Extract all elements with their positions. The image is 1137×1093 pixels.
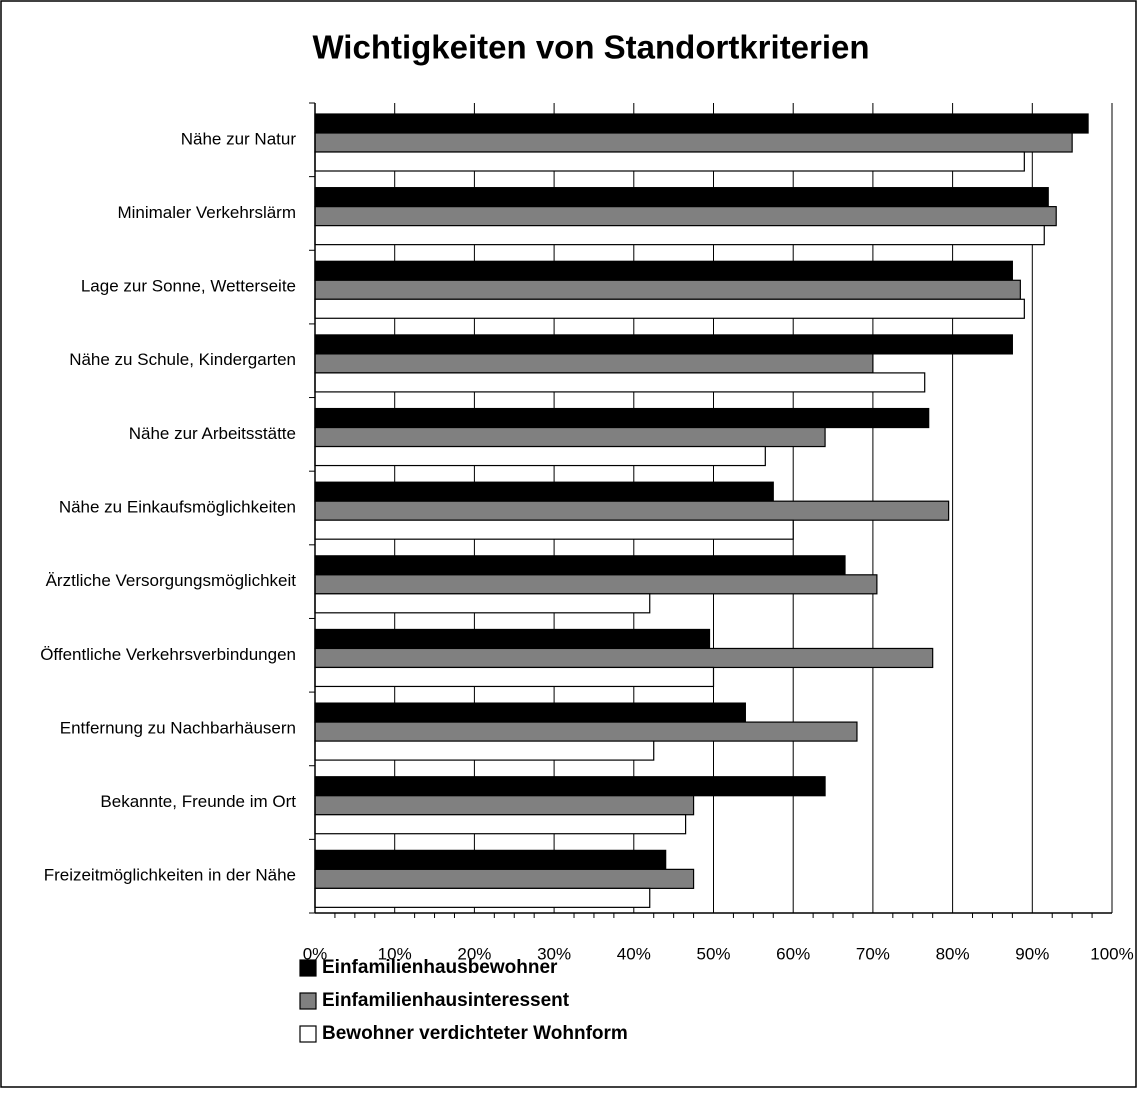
bar [314,666,715,688]
bar [314,574,878,595]
y-tick-label: Nähe zur Natur [181,129,297,148]
x-tick-label: 100% [1090,944,1133,963]
bar [314,334,1013,355]
bar [314,868,695,889]
bar [314,814,687,835]
bar [314,721,858,742]
x-tick-label: 30% [537,944,571,963]
bar [314,740,655,761]
y-tick-label: Entfernung zu Nachbarhäusern [60,718,296,737]
chart-title: Wichtigkeiten von Standortkriterien [312,29,869,66]
y-tick-label: Bekannte, Freunde im Ort [100,792,296,811]
y-tick-label: Öffentliche Verkehrsverbindungen [40,645,296,664]
bar [314,260,1013,281]
y-tick-label: Minimaler Verkehrslärm [117,203,296,222]
bar [314,519,794,540]
bar [314,500,950,521]
legend-swatch [299,1025,317,1043]
bar [314,113,1089,134]
legend-label: Einfamilienhausinteressent [322,990,570,1011]
bar [314,353,874,374]
x-tick-label: 0% [303,944,328,963]
bar [314,279,1021,300]
x-tick-label: 20% [457,944,491,963]
y-tick-label: Nähe zu Einkaufsmöglichkeiten [59,497,296,516]
y-tick-label: Ärztliche Versorgungsmöglichkeit [46,571,297,590]
x-tick-label: 40% [617,944,651,963]
bar [314,647,934,669]
bar [314,132,1073,153]
bar [314,481,774,502]
legend-label: Einfamilienhausbewohner [322,957,558,978]
bar [314,206,1057,227]
bar [314,776,826,797]
legend-label: Bewohner verdichteter Wohnform [322,1023,628,1044]
legend-swatch [299,959,317,977]
y-tick-label: Nähe zu Schule, Kindergarten [69,350,296,369]
bar [314,445,766,467]
x-tick-label: 80% [936,944,970,963]
x-tick-label: 90% [1015,944,1049,963]
y-tick-label: Freizeitmöglichkeiten in der Nähe [44,866,296,885]
x-tick-label: 70% [856,944,890,963]
y-tick-label: Lage zur Sonne, Wetterseite [81,277,296,296]
x-tick-label: 60% [776,944,810,963]
bar [314,151,1025,172]
bar [314,372,926,393]
bar [314,887,651,908]
legend-swatch [299,992,317,1010]
y-tick-label: Nähe zur Arbeitsstätte [129,424,296,443]
bar [314,795,695,816]
bar [314,555,846,576]
bar [314,593,651,614]
bar [314,426,826,448]
bar [314,407,930,429]
bar [314,187,1049,208]
bar [314,849,667,870]
bar [314,628,711,650]
x-tick-label: 50% [696,944,730,963]
bar [314,702,746,723]
bar [314,225,1045,246]
bar [314,298,1025,319]
x-tick-label: 10% [378,944,412,963]
